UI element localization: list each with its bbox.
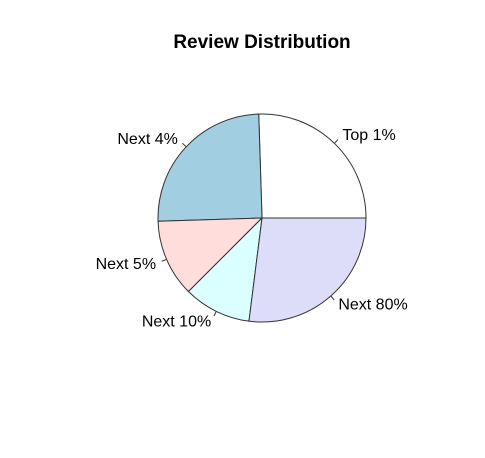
pie-label-next-80: Next 80%	[338, 297, 407, 314]
pie-slice-next-10	[187, 216, 263, 322]
pie-leader-lines	[161, 139, 339, 317]
pie-labels: Top 1% Next 4% Next 5% Next 10% Next 80%	[96, 127, 408, 331]
pie-slice-next-5	[157, 217, 264, 293]
pie-slices	[157, 113, 367, 323]
chart-title: Review Distribution	[173, 32, 350, 53]
pie-label-next-10: Next 10%	[142, 314, 211, 331]
pie-label-next-4: Next 4%	[117, 131, 177, 148]
pie-leader-next-10	[213, 311, 217, 317]
pie-label-top-1: Top 1%	[342, 127, 395, 144]
pie-slice-next-80	[248, 217, 367, 323]
pie-leader-next-4	[182, 142, 187, 148]
pie-leader-top-1	[334, 139, 339, 144]
pie-label-next-5: Next 5%	[96, 256, 156, 273]
pie-leader-next-80	[330, 295, 335, 301]
pie-leader-next-5	[161, 258, 167, 262]
